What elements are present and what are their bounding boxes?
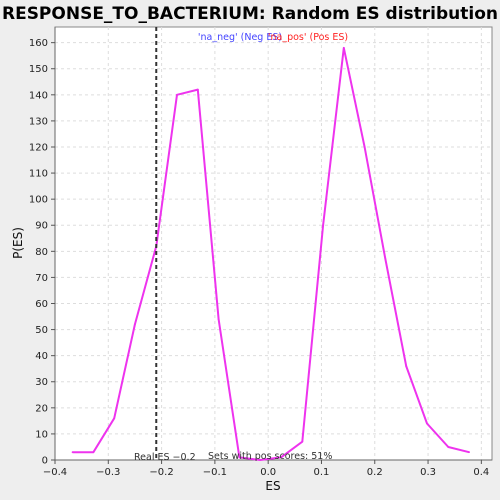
data-point <box>72 451 74 453</box>
data-point <box>92 451 94 453</box>
data-point <box>447 446 449 448</box>
y-tick-label: 130 <box>29 116 48 127</box>
y-tick-label: 50 <box>35 325 48 336</box>
data-point <box>364 146 366 148</box>
real-es-label: Real ES −0.2 <box>134 452 196 463</box>
data-point <box>197 89 199 91</box>
plot-area <box>55 27 492 460</box>
y-tick-label: 70 <box>35 273 48 284</box>
data-point <box>301 441 303 443</box>
y-tick-label: 60 <box>35 299 48 310</box>
y-tick-label: 100 <box>29 195 48 206</box>
x-tick-label: −0.2 <box>149 467 173 478</box>
pos-scores-label: Sets with pos scores: 51% <box>208 451 332 462</box>
y-tick-label: 140 <box>29 90 48 101</box>
data-point <box>468 451 470 453</box>
y-tick-label: 90 <box>35 221 48 232</box>
data-point <box>426 423 428 425</box>
y-tick-label: 30 <box>35 377 48 388</box>
data-point <box>176 94 178 96</box>
y-tick-label: 120 <box>29 142 48 153</box>
data-point <box>134 323 136 325</box>
y-axis-label: P(ES) <box>11 227 25 259</box>
y-tick-label: 160 <box>29 38 48 49</box>
data-point <box>218 318 220 320</box>
x-tick-label: 0.4 <box>473 467 489 478</box>
y-tick-label: 20 <box>35 403 48 414</box>
x-axis-label: ES <box>265 479 280 493</box>
data-point <box>405 365 407 367</box>
x-tick-label: −0.3 <box>96 467 120 478</box>
x-tick-label: −0.1 <box>203 467 227 478</box>
data-point <box>322 224 324 226</box>
y-tick-label: 10 <box>35 429 48 440</box>
y-tick-label: 40 <box>35 351 48 362</box>
data-point <box>343 47 345 49</box>
y-tick-label: 0 <box>42 456 48 467</box>
data-point <box>113 417 115 419</box>
data-point <box>385 258 387 260</box>
y-tick-label: 150 <box>29 64 48 75</box>
y-tick-label: 110 <box>29 169 48 180</box>
x-tick-label: 0.3 <box>420 467 436 478</box>
y-tick-label: 80 <box>35 247 48 258</box>
chart-title: RESPONSE_TO_BACTERIUM: Random ES distrib… <box>2 4 498 24</box>
x-tick-label: −0.4 <box>43 467 67 478</box>
x-tick-label: 0.2 <box>367 467 383 478</box>
x-tick-label: 0.0 <box>260 467 276 478</box>
x-tick-label: 0.1 <box>314 467 330 478</box>
pos-es-label: 'na_pos' (Pos ES) <box>268 32 348 43</box>
